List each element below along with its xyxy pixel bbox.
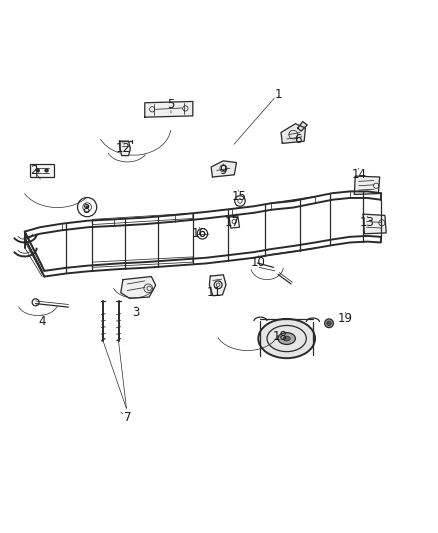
- Polygon shape: [297, 122, 307, 131]
- Text: 3: 3: [132, 306, 140, 319]
- Circle shape: [36, 169, 39, 172]
- Text: 7: 7: [124, 410, 131, 424]
- Text: 16: 16: [192, 227, 207, 240]
- Polygon shape: [120, 141, 131, 156]
- Ellipse shape: [258, 319, 315, 358]
- Polygon shape: [354, 176, 380, 195]
- Text: 9: 9: [219, 164, 227, 177]
- Text: 1: 1: [274, 87, 282, 101]
- Text: 17: 17: [225, 216, 240, 229]
- Polygon shape: [209, 275, 226, 296]
- Ellipse shape: [278, 333, 295, 344]
- Text: 15: 15: [231, 190, 246, 203]
- Text: 4: 4: [39, 314, 46, 328]
- Text: 8: 8: [82, 203, 89, 216]
- Text: 6: 6: [294, 133, 301, 147]
- Text: 11: 11: [207, 286, 222, 299]
- Ellipse shape: [283, 336, 290, 341]
- Circle shape: [327, 321, 331, 326]
- Text: 19: 19: [338, 312, 353, 325]
- Polygon shape: [211, 161, 237, 177]
- Text: 12: 12: [116, 142, 131, 155]
- Text: 18: 18: [273, 330, 288, 343]
- Text: 13: 13: [360, 216, 375, 229]
- Text: 14: 14: [351, 168, 366, 181]
- FancyBboxPatch shape: [30, 164, 54, 177]
- Text: 5: 5: [167, 99, 175, 111]
- Polygon shape: [145, 101, 193, 117]
- Polygon shape: [281, 124, 305, 143]
- Text: 10: 10: [251, 256, 266, 269]
- Circle shape: [86, 206, 88, 208]
- Text: 2: 2: [30, 164, 37, 177]
- Polygon shape: [121, 277, 155, 298]
- Circle shape: [45, 169, 48, 172]
- Circle shape: [325, 319, 333, 328]
- Polygon shape: [363, 214, 386, 234]
